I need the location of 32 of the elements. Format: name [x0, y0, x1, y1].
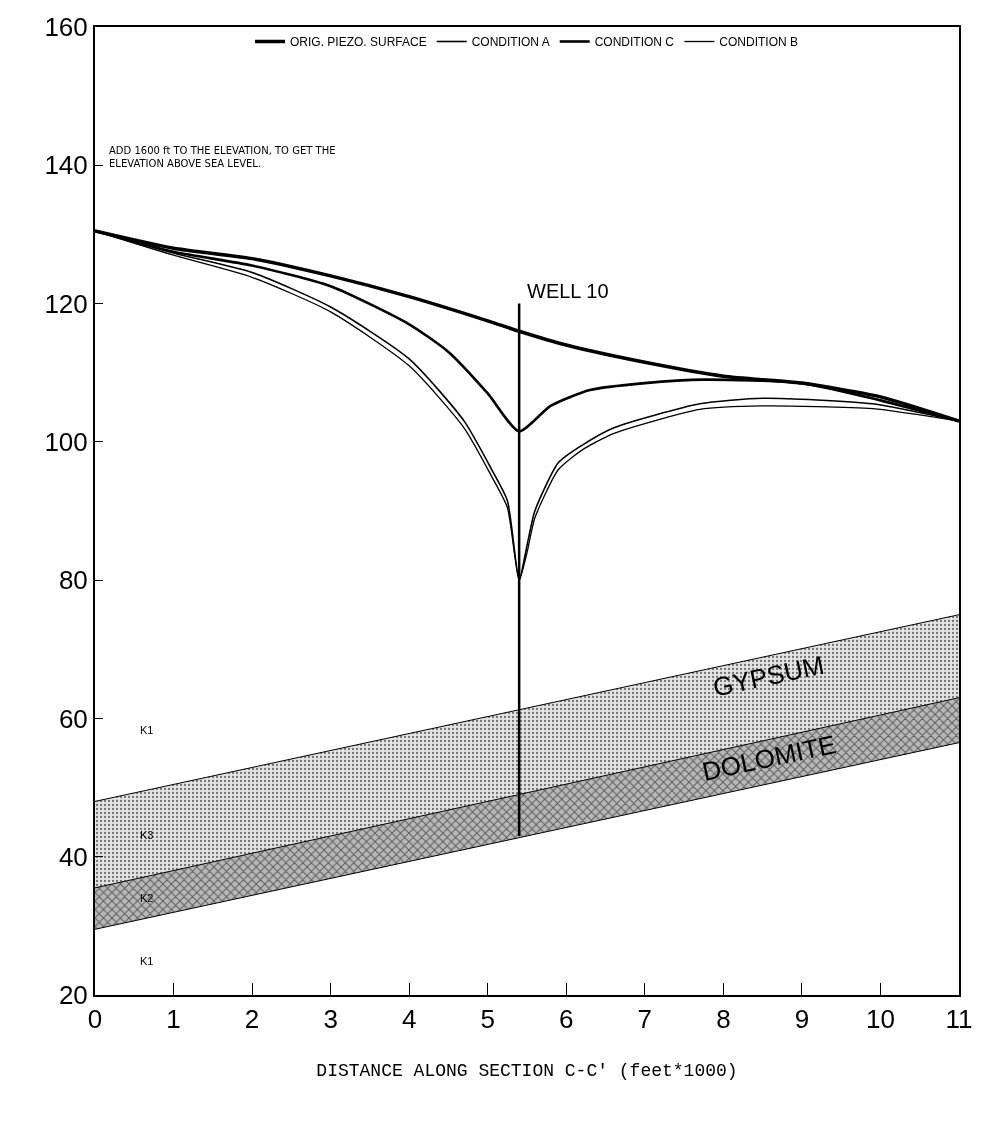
- annotation: K3: [140, 829, 154, 841]
- y-tick-label: 40: [58, 841, 88, 872]
- y-tick-label: 80: [58, 565, 88, 596]
- x-tick-label: 7: [637, 1004, 653, 1035]
- y-tick-label: 160: [44, 12, 88, 43]
- y-tick-label: 20: [58, 980, 88, 1011]
- x-tick-label: 5: [480, 1004, 495, 1035]
- x-tick-label: 9: [794, 1004, 810, 1035]
- annotation: K1: [140, 955, 154, 967]
- annotation: K2: [140, 892, 154, 904]
- legend-label: ORIG. PIEZO. SURFACE: [290, 35, 427, 50]
- x-tick-label: 0: [87, 1004, 103, 1035]
- x-tick-label: 4: [401, 1004, 417, 1035]
- x-axis-title: DISTANCE ALONG SECTION C-C' (feet*1000): [316, 1060, 738, 1081]
- annotation: WELL 10: [527, 280, 609, 302]
- legend-label: CONDITION C: [594, 35, 675, 50]
- annotation: GYPSUM: [710, 649, 827, 703]
- y-tick-label: 60: [58, 703, 88, 734]
- legend-label: CONDITION A: [471, 35, 550, 50]
- y-tick-label: 120: [44, 288, 88, 319]
- x-tick-label: 1: [166, 1004, 181, 1035]
- x-tick-label: 2: [244, 1004, 260, 1035]
- x-tick-label: 8: [716, 1004, 731, 1035]
- x-tick-label: 10: [865, 1004, 895, 1035]
- annotation: K1: [140, 724, 154, 736]
- y-tick-label: 100: [44, 426, 88, 457]
- x-tick-label: 11: [945, 1004, 973, 1035]
- legend-label: CONDITION B: [719, 35, 799, 50]
- annotation: ADD 1600 ft TO THE ELEVATION, TO GET THE ELEVATION ABOVE SEA LEVEL.: [109, 145, 336, 169]
- y-tick-label: 140: [44, 150, 88, 181]
- x-tick-label: 6: [559, 1004, 574, 1035]
- x-tick-label: 3: [323, 1004, 338, 1035]
